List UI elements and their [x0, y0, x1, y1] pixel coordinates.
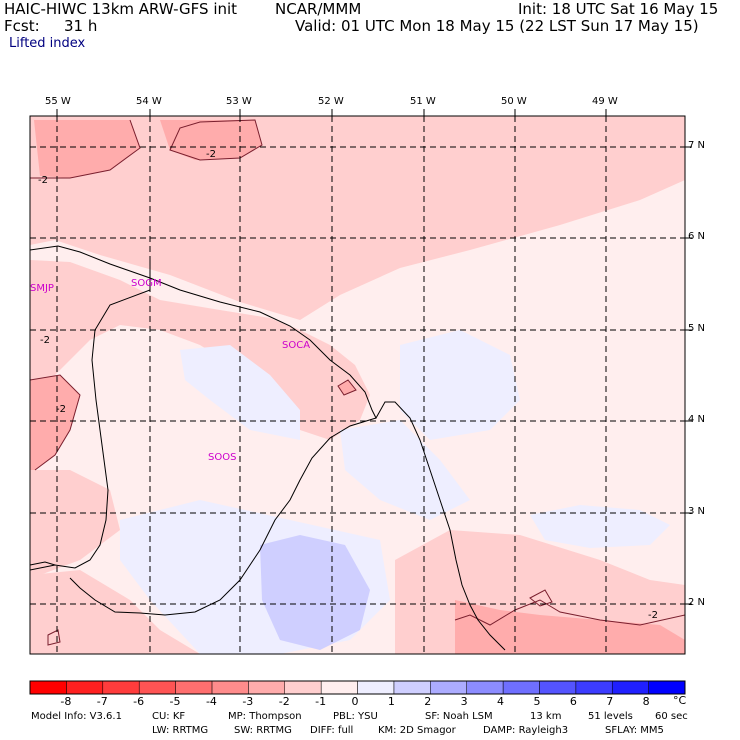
- colorbar-swatch: [611, 680, 649, 695]
- lon-label: 50 W: [501, 96, 527, 107]
- colorbar-swatch: [430, 680, 467, 695]
- model-info: KM: 2D Smagor: [378, 725, 456, 736]
- colorbar-swatch: [66, 680, 104, 695]
- model-info: SFLAY: MM5: [605, 725, 664, 736]
- station-label: SOCA: [282, 340, 311, 351]
- field-name: Lifted index: [9, 36, 86, 51]
- lat-label: 4 N: [688, 414, 706, 425]
- colorbar-swatch: [393, 680, 431, 695]
- forecast-label: Fcst:: [4, 17, 40, 35]
- colorbar-swatch: [539, 680, 577, 695]
- model-info: DIFF: full: [310, 725, 354, 736]
- colorbar-swatch: [575, 680, 613, 695]
- contour-label: -2: [648, 610, 658, 621]
- colorbar-swatch: [102, 680, 140, 695]
- colorbar-level-label: -2: [278, 695, 290, 708]
- colorbar-level-label: 1: [387, 695, 395, 708]
- colorbar-unit: °C: [673, 694, 687, 707]
- lon-label: 51 W: [410, 96, 436, 107]
- colorbar-swatch: [138, 680, 176, 695]
- contour-label: -2: [206, 149, 216, 160]
- init-time: Init: 18 UTC Sat 16 May 15: [518, 0, 719, 18]
- colorbar-swatch: [466, 680, 504, 695]
- valid-time: Valid: 01 UTC Mon 18 May 15 (22 LST Sun …: [295, 17, 699, 35]
- colorbar-level-label: 2: [424, 695, 432, 708]
- colorbar-level-label: 3: [460, 695, 468, 708]
- colorbar-level-label: -5: [169, 695, 181, 708]
- org-label: NCAR/MMM: [275, 0, 362, 18]
- axis-ticks: [56, 109, 692, 605]
- map-frame: [29, 115, 686, 655]
- contour-label: -2: [56, 404, 66, 415]
- model-info: CU: KF: [152, 711, 186, 722]
- colorbar-swatch: [648, 680, 686, 695]
- colorbar-level-label: -6: [133, 695, 145, 708]
- colorbar-level-label: 8: [642, 695, 650, 708]
- model-info: Model Info: V3.6.1: [31, 711, 122, 722]
- lon-label: 55 W: [45, 96, 71, 107]
- model-info: MP: Thompson: [228, 711, 302, 722]
- model-info: 51 levels: [588, 711, 633, 722]
- model-info: LW: RRTMG: [152, 725, 209, 736]
- model-info: DAMP: Rayleigh3: [483, 725, 569, 736]
- colorbar-swatch: [284, 680, 322, 695]
- model-info: 60 sec: [655, 711, 688, 722]
- lat-label: 2 N: [688, 597, 706, 608]
- colorbar-swatch: [248, 680, 285, 695]
- colorbar: [29, 680, 686, 695]
- lon-label: 53 W: [226, 96, 252, 107]
- lon-label: 52 W: [318, 96, 344, 107]
- colorbar-level-label: -7: [96, 695, 108, 708]
- colorbar-swatch: [502, 680, 540, 695]
- colorbar-swatch: [320, 680, 358, 695]
- lon-label: 49 W: [592, 96, 618, 107]
- colorbar-level-label: 5: [533, 695, 541, 708]
- station-label: SOGM: [131, 278, 162, 289]
- colorbar-level-label: -8: [60, 695, 72, 708]
- lat-label: 3 N: [688, 506, 706, 517]
- colorbar-level-label: -4: [205, 695, 217, 708]
- model-info: 13 km: [530, 711, 562, 722]
- lat-label: 7 N: [688, 140, 706, 151]
- colorbar-level-label: -3: [242, 695, 254, 708]
- forecast-hour: 31 h: [64, 17, 98, 35]
- model-title: HAIC-HIWC 13km ARW-GFS init: [4, 0, 238, 18]
- model-info: SF: Noah LSM: [425, 711, 493, 722]
- lat-label: 6 N: [688, 231, 706, 242]
- colorbar-level-label: -1: [315, 695, 327, 708]
- contour-label: -2: [38, 175, 48, 186]
- lat-lon-grid: [30, 116, 685, 654]
- lon-label: 54 W: [136, 96, 162, 107]
- colorbar-level-label: 6: [569, 695, 577, 708]
- station-label: SMJP: [30, 283, 54, 294]
- model-info: SW: RRTMG: [234, 725, 292, 736]
- colorbar-swatch: [29, 680, 67, 695]
- lifted-index-field: [30, 116, 685, 654]
- colorbar-swatch: [175, 680, 213, 695]
- station-label: SOOS: [208, 452, 237, 463]
- lat-label: 5 N: [688, 323, 706, 334]
- colorbar-level-label: 7: [606, 695, 614, 708]
- colorbar-level-label: 0: [351, 695, 359, 708]
- colorbar-level-label: 4: [497, 695, 505, 708]
- colorbar-swatch: [211, 680, 249, 695]
- contour-label: -2: [40, 335, 50, 346]
- colorbar-swatch: [357, 680, 395, 695]
- model-info: PBL: YSU: [333, 711, 378, 722]
